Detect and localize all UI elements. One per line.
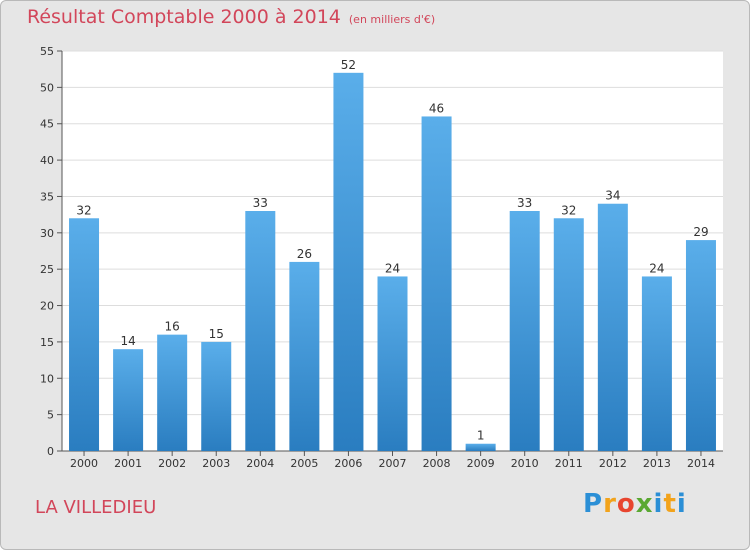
y-tick-label: 30 [40, 227, 54, 240]
y-tick-label: 25 [40, 263, 54, 276]
x-tick-label: 2005 [290, 457, 318, 470]
bar-value-label: 32 [76, 203, 91, 217]
logo-letter: r [603, 489, 617, 519]
x-tick-label: 2003 [202, 457, 230, 470]
bar-value-label: 16 [165, 320, 180, 334]
x-tick-label: 2002 [158, 457, 186, 470]
x-tick-label: 2011 [555, 457, 583, 470]
y-tick-label: 40 [40, 154, 54, 167]
x-tick-label: 2006 [334, 457, 362, 470]
y-tick-label: 50 [40, 81, 54, 94]
bar-value-label: 24 [649, 261, 664, 275]
chart-unit-note: (en milliers d'€) [348, 13, 436, 26]
bar-value-label: 33 [517, 196, 532, 210]
chart-title-block: Résultat Comptable 2000 à 2014 (en millie… [27, 6, 435, 28]
x-tick-label: 2009 [467, 457, 495, 470]
bar [597, 203, 628, 451]
bar [333, 72, 364, 452]
bar-value-label: 24 [385, 261, 400, 275]
bar [157, 334, 188, 451]
bar-value-label: 52 [341, 58, 356, 72]
bar [641, 276, 672, 451]
x-tick-label: 2001 [114, 457, 142, 470]
bar-value-label: 15 [209, 327, 224, 341]
logo-letter: i [653, 489, 664, 519]
x-tick-label: 2004 [246, 457, 274, 470]
y-tick-label: 35 [40, 190, 54, 203]
logo-letter: t [663, 489, 677, 519]
bar [245, 211, 276, 451]
bar [553, 218, 584, 451]
y-tick-label: 15 [40, 336, 54, 349]
chart-title: Résultat Comptable 2000 à 2014 [27, 6, 341, 28]
y-tick-label: 20 [40, 300, 54, 313]
y-tick-label: 5 [47, 409, 54, 422]
bar-value-label: 1 [477, 429, 485, 443]
bar [201, 341, 232, 451]
y-tick-label: 55 [40, 45, 54, 58]
bar [509, 211, 540, 451]
y-tick-label: 45 [40, 118, 54, 131]
x-tick-label: 2008 [423, 457, 451, 470]
x-tick-label: 2014 [687, 457, 715, 470]
y-tick-label: 0 [47, 445, 54, 458]
location-name: LA VILLEDIEU [35, 497, 157, 518]
bar [421, 116, 452, 452]
x-tick-label: 2013 [643, 457, 671, 470]
bar-value-label: 33 [253, 196, 268, 210]
y-tick-label: 10 [40, 372, 54, 385]
bar [685, 240, 716, 451]
x-tick-label: 2010 [511, 457, 539, 470]
bar-value-label: 26 [297, 247, 312, 261]
x-tick-label: 2012 [599, 457, 627, 470]
logo-letter: P [583, 489, 604, 519]
logo-letter: x [635, 489, 654, 519]
logo-letter: o [616, 489, 636, 519]
proxiti-logo: Proxiti [583, 489, 687, 519]
bar [69, 218, 100, 451]
bar [113, 349, 144, 451]
x-tick-label: 2000 [70, 457, 98, 470]
bar-value-label: 32 [561, 203, 576, 217]
bar [377, 276, 408, 451]
logo-letter: i [676, 489, 687, 519]
bar [289, 261, 320, 451]
bar [465, 443, 496, 451]
bar-value-label: 29 [693, 225, 708, 239]
bar-value-label: 46 [429, 101, 444, 115]
bar-value-label: 14 [120, 334, 135, 348]
x-tick-label: 2007 [379, 457, 407, 470]
bar-value-label: 34 [605, 189, 620, 203]
